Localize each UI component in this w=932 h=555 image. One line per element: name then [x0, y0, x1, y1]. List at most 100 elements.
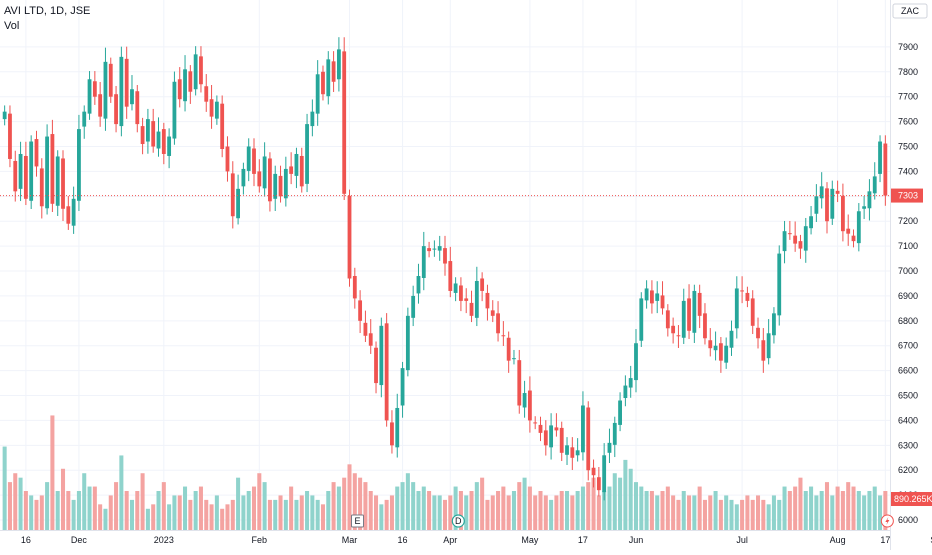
candle-body — [772, 313, 776, 336]
candle-body — [533, 422, 538, 424]
volume-bar — [570, 495, 575, 531]
volume-bar — [103, 508, 108, 531]
volume-bar — [474, 482, 479, 531]
candle-body — [310, 111, 315, 127]
candle-body — [724, 345, 729, 363]
candle-body — [612, 422, 617, 445]
volume-bar — [140, 473, 145, 531]
time-tick-label: 16 — [398, 535, 408, 545]
volume-bar — [511, 491, 516, 531]
volume-bars — [2, 415, 888, 531]
time-tick-label: 17 — [578, 535, 588, 545]
candle-body — [787, 233, 792, 235]
volume-bar — [310, 495, 315, 531]
volume-bar — [469, 491, 474, 531]
candle-body — [432, 248, 437, 250]
volume-bar — [389, 495, 394, 531]
candle-body — [464, 298, 469, 301]
price-tick-label: 7900 — [898, 42, 918, 52]
price-tick-label: 7100 — [898, 241, 918, 251]
candle-body — [252, 148, 256, 174]
volume-bar — [464, 495, 469, 531]
candle-body — [618, 400, 622, 425]
price-tick-label: 7800 — [898, 67, 918, 77]
volume-bar — [230, 499, 235, 531]
time-tick-label: May — [521, 535, 539, 545]
candle-body — [421, 246, 426, 278]
candle-body — [82, 111, 87, 127]
candle-body — [209, 99, 214, 117]
candle-body — [517, 360, 522, 406]
volume-bar — [856, 491, 861, 531]
candle-body — [835, 190, 840, 194]
candle-body — [199, 56, 203, 85]
volume-bar — [315, 499, 320, 531]
volume-bar — [135, 491, 140, 531]
candle-body — [437, 246, 442, 251]
price-tick-label: 6800 — [898, 316, 918, 326]
volume-bar — [119, 455, 124, 531]
candle-body — [352, 276, 357, 299]
volume-bar — [34, 499, 39, 531]
time-tick-label: Dec — [71, 535, 88, 545]
candle-body — [225, 146, 230, 172]
volume-bar — [734, 504, 739, 531]
candle-body — [151, 121, 156, 147]
candle-body — [204, 86, 209, 102]
volume-bar — [824, 482, 830, 531]
candle-body — [92, 81, 97, 97]
volume-bar — [565, 491, 570, 531]
volume-bar — [273, 499, 278, 531]
volume-bar — [55, 491, 60, 531]
time-axis: 16 Dec 2023 Feb Mar 16 Apr May 17 Jun Jul Aug 17 Sep — [21, 535, 932, 545]
volume-bar — [602, 491, 607, 531]
volume-bar — [458, 491, 463, 531]
volume-bar — [655, 495, 660, 531]
volume-bar — [591, 477, 596, 531]
candle-body — [384, 323, 389, 421]
volume-bar — [501, 486, 506, 531]
candle-body — [846, 228, 851, 234]
volume-bar — [352, 473, 357, 531]
volume-bar — [612, 473, 617, 531]
volume-bar — [220, 508, 225, 531]
candle-body — [506, 337, 511, 361]
candle-body — [66, 206, 71, 224]
candle-body — [793, 235, 798, 244]
candle-body — [559, 427, 564, 453]
volume-bar — [145, 508, 150, 531]
volume-bar — [108, 495, 113, 531]
candle-body — [485, 292, 490, 309]
candle-body — [363, 322, 368, 336]
candle-body — [814, 196, 819, 214]
volume-bar — [129, 499, 134, 531]
volume-bar — [633, 482, 639, 531]
candle-body — [289, 166, 294, 174]
volume-bar — [835, 486, 840, 531]
volume-bar — [188, 499, 193, 531]
volume-bar — [580, 486, 585, 531]
candle-body — [830, 188, 835, 219]
volume-bar — [448, 495, 453, 531]
volume-bar — [257, 473, 262, 531]
candle-body — [114, 94, 118, 125]
candle-body — [220, 103, 225, 149]
candle-body — [416, 276, 421, 294]
volume-bar — [198, 486, 203, 531]
candle-body — [474, 280, 479, 318]
candle-body — [161, 129, 166, 154]
candle-body — [55, 156, 60, 206]
candle-body — [8, 113, 12, 159]
volume-bar — [660, 491, 665, 531]
candle-body — [496, 313, 500, 334]
candle-body — [692, 290, 697, 333]
earnings-marker — [351, 514, 365, 528]
lightning-icon-glyph — [885, 517, 890, 525]
candle-body — [167, 136, 172, 156]
volume-bar — [336, 486, 341, 531]
volume-bar — [432, 495, 437, 531]
volume-bar — [596, 495, 601, 531]
grid-lines — [0, 0, 890, 530]
